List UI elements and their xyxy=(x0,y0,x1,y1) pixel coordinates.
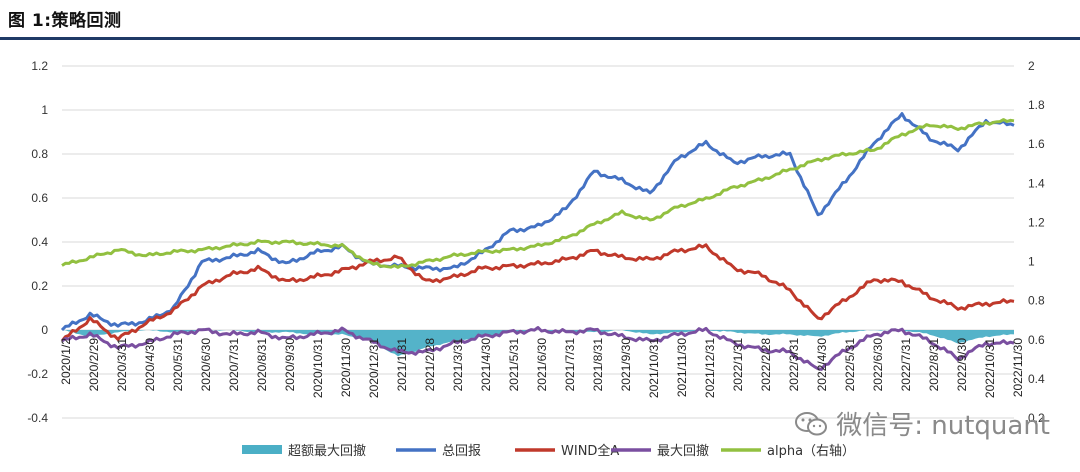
series-line-3 xyxy=(61,326,1015,371)
series-line-1 xyxy=(60,112,1015,332)
x-tick-label: 2020/1/2 xyxy=(59,338,73,385)
y-left-tick-label: 0.2 xyxy=(31,279,48,293)
wechat-icon xyxy=(795,411,828,435)
y-right-tick-label: 0.2 xyxy=(1028,411,1045,425)
y-right-tick-label: 0.8 xyxy=(1028,294,1045,308)
x-tick-label: 2022/2/28 xyxy=(759,338,773,392)
watermark: 微信号: nutquant xyxy=(794,405,1050,442)
x-tick-label: 2022/1/31 xyxy=(731,338,745,392)
legend-label: 总回报 xyxy=(442,444,481,459)
x-tick-label: 2021/8/31 xyxy=(591,338,605,392)
x-tick-label: 2021/5/31 xyxy=(507,338,521,392)
x-tick-label: 2021/2/28 xyxy=(423,338,437,392)
x-tick-label: 2021/1/31 xyxy=(395,338,409,392)
title-rule xyxy=(0,37,1080,40)
x-tick-label: 2020/2/29 xyxy=(87,338,101,392)
y-axis-left-ticks: 1.2 1 0.8 0.6 0.4 0.2 0 -0.2 -0.4 xyxy=(27,59,48,425)
x-tick-label: 2020/12/31 xyxy=(367,338,381,398)
y-right-tick-label: 1 xyxy=(1028,255,1035,269)
x-tick-label: 2021/4/30 xyxy=(479,338,493,392)
y-left-tick-label: 0.8 xyxy=(31,147,48,161)
legend-swatch-area xyxy=(242,445,282,454)
x-tick-label: 2020/3/31 xyxy=(115,338,129,392)
x-tick-label: 2021/9/30 xyxy=(619,338,633,392)
x-tick-label: 2022/3/31 xyxy=(787,338,801,392)
series-line-4 xyxy=(61,118,1015,269)
x-tick-label: 2021/12/31 xyxy=(703,338,717,398)
y-left-tick-label: 1.2 xyxy=(31,59,48,73)
y-left-tick-label: 0 xyxy=(41,323,48,337)
x-axis-ticks: 2020/1/2 2020/2/29 2020/3/31 2020/4/30 2020/… xyxy=(59,338,1025,398)
y-right-tick-label: 0.4 xyxy=(1028,372,1045,386)
x-tick-label: 2022/4/30 xyxy=(815,338,829,392)
legend-label: 超额最大回撤 xyxy=(288,443,366,459)
line-layer xyxy=(60,112,1015,371)
y-left-tick-label: -0.4 xyxy=(27,411,48,425)
x-tick-label: 2020/7/31 xyxy=(227,338,241,392)
legend-label: alpha（右轴） xyxy=(767,444,855,459)
x-tick-label: 2020/11/30 xyxy=(339,338,353,397)
x-tick-label: 2020/5/31 xyxy=(171,338,185,392)
x-tick-label: 2020/4/30 xyxy=(143,338,157,392)
x-tick-label: 2021/10/31 xyxy=(647,338,661,398)
legend-label: WIND全A xyxy=(561,443,619,459)
x-tick-label: 2021/3/31 xyxy=(451,338,465,392)
x-tick-label: 2022/8/31 xyxy=(927,338,941,392)
y-left-tick-label: 0.4 xyxy=(31,235,48,249)
series-line-2 xyxy=(60,243,1015,342)
y-left-tick-label: 1 xyxy=(41,103,48,117)
legend: 超额最大回撤 总回报 WIND全A 最大回撤 alpha（右轴） xyxy=(242,443,855,459)
x-tick-label: 2021/11/30 xyxy=(675,338,689,397)
y-right-tick-label: 1.6 xyxy=(1028,137,1045,151)
x-tick-label: 2020/10/31 xyxy=(311,338,325,398)
x-tick-label: 2022/10/31 xyxy=(983,338,997,398)
y-left-tick-label: -0.2 xyxy=(27,367,48,381)
x-tick-label: 2021/6/30 xyxy=(535,338,549,392)
figure-title: 图 1:策略回测 xyxy=(8,11,122,31)
x-tick-label: 2022/5/31 xyxy=(843,338,857,392)
y-right-tick-label: 1.8 xyxy=(1028,98,1045,112)
y-left-tick-label: 0.6 xyxy=(31,191,48,205)
x-tick-label: 2022/11/30 xyxy=(1011,338,1025,397)
x-tick-label: 2022/6/30 xyxy=(871,338,885,392)
y-axis-right-ticks: 2 1.8 1.6 1.4 1.2 1 0.8 0.6 0.4 0.2 xyxy=(1028,59,1045,425)
x-tick-label: 2020/9/30 xyxy=(283,338,297,392)
y-right-tick-label: 1.2 xyxy=(1028,215,1045,229)
x-tick-label: 2022/9/30 xyxy=(955,338,969,392)
y-right-tick-label: 2 xyxy=(1028,59,1035,73)
watermark-text: 微信号: nutquant xyxy=(836,411,1050,441)
y-right-tick-label: 1.4 xyxy=(1028,176,1045,190)
x-tick-label: 2021/7/31 xyxy=(563,338,577,392)
y-right-tick-label: 0.6 xyxy=(1028,333,1045,347)
legend-label: 最大回撤 xyxy=(657,443,709,459)
x-tick-label: 2020/6/30 xyxy=(199,338,213,392)
x-tick-label: 2022/7/31 xyxy=(899,338,913,392)
x-tick-label: 2020/8/31 xyxy=(255,338,269,392)
